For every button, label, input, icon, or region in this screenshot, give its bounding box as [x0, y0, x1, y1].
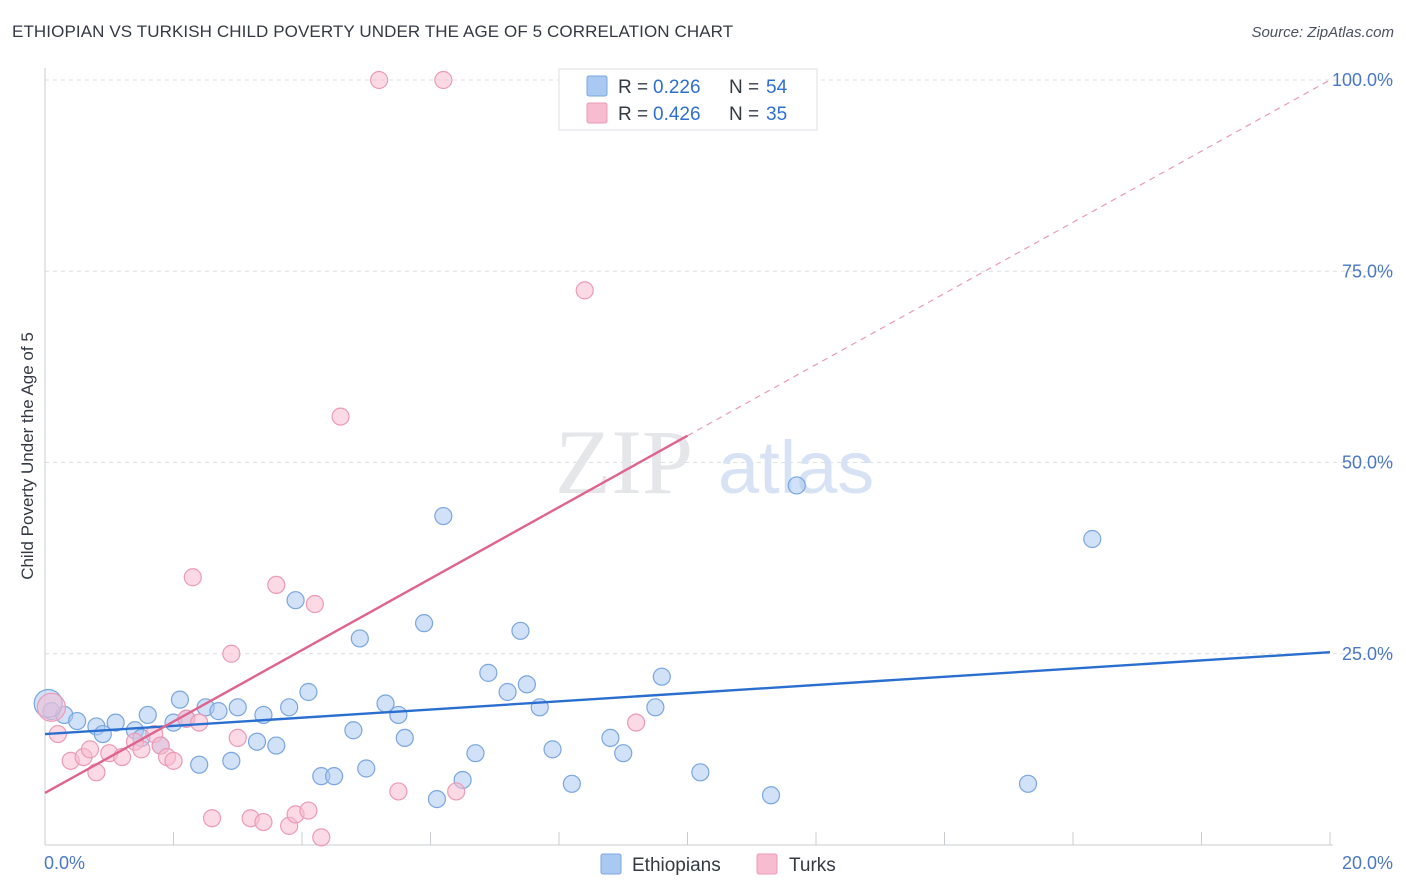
- ethiopian-point-39: [511, 621, 530, 640]
- ethiopian-point-40: [517, 675, 536, 694]
- turk-point-29: [370, 70, 389, 90]
- turk-point-15: [183, 568, 202, 587]
- ethiopian-point-47: [652, 667, 671, 686]
- ethiopian-point-30: [389, 705, 408, 725]
- ethiopian-point-32: [414, 614, 434, 633]
- stats-legend-n-value-ethiopians: 54: [766, 77, 788, 98]
- turk-point-27: [312, 828, 331, 847]
- x-tick-label-max: 20.0%: [1342, 853, 1393, 873]
- stats-legend-swatch-ethiopians: [586, 75, 608, 97]
- ethiopian-point-43: [562, 774, 581, 793]
- turk-point-4: [80, 740, 100, 759]
- ethiopian-point-16: [222, 751, 241, 770]
- y-tick-label-2: 75.0%: [1342, 261, 1393, 281]
- chart-source: Source: ZipAtlas.com: [1251, 24, 1394, 41]
- bottom-legend-swatch-turks: [756, 853, 778, 875]
- y-tick-labels: 25.0% 50.0% 75.0% 100.0%: [1332, 70, 1393, 664]
- ethiopian-point-42: [543, 740, 562, 759]
- turk-point-22: [267, 575, 286, 595]
- turk-point-28: [331, 407, 350, 426]
- turk-point-31: [434, 70, 453, 90]
- trend-lines: [44, 79, 1331, 795]
- bottom-legend-swatch-ethiopians: [600, 853, 622, 875]
- turk-point-21: [254, 812, 273, 832]
- turk-trend-line: [44, 434, 689, 795]
- turk-point-32: [447, 782, 466, 801]
- ethiopian-point-8: [138, 705, 157, 725]
- ethiopian-point-31: [395, 728, 414, 748]
- stats-legend-r-value-turks: 0.426: [653, 104, 701, 125]
- bottom-legend-label-ethiopians: Ethiopians: [632, 855, 721, 876]
- ethiopian-point-20: [267, 736, 286, 755]
- stats-legend-n-label-ethiopians: N =: [729, 77, 759, 98]
- ethiopian-point-48: [691, 763, 710, 782]
- ethiopian-point-44: [601, 728, 620, 748]
- ethiopian-point-33: [427, 789, 447, 809]
- ethiopian-point-11: [170, 690, 190, 709]
- stats-legend-swatch-turks: [586, 102, 608, 124]
- series-turks: [36, 70, 646, 847]
- turk-point-18: [222, 644, 241, 663]
- stats-legend-n-label-turks: N =: [729, 104, 759, 125]
- ethiopian-point-34: [434, 506, 453, 526]
- turk-point-13: [164, 751, 183, 770]
- ethiopian-point-51: [1018, 774, 1038, 793]
- stats-legend-r-label-turks: R =: [618, 104, 648, 125]
- ethiopian-point-45: [614, 744, 633, 763]
- stats-legend-n-value-turks: 35: [766, 104, 787, 125]
- ethiopian-point-26: [344, 721, 363, 740]
- chart-title: ETHIOPIAN VS TURKISH CHILD POVERTY UNDER…: [12, 22, 734, 41]
- turk-point-26: [305, 594, 324, 614]
- ethiopian-point-46: [646, 698, 665, 717]
- turk-trend-extension: [687, 79, 1331, 437]
- turk-point-16: [190, 713, 209, 732]
- ethiopian-point-36: [466, 744, 485, 763]
- ethiopian-point-49: [761, 786, 781, 805]
- y-axis-label: Child Poverty Under the Age of 5: [18, 332, 37, 580]
- ethiopian-point-21: [280, 698, 299, 717]
- turk-point-33: [575, 281, 594, 300]
- watermark: ZIP atlas: [555, 411, 874, 513]
- ethiopian-point-38: [498, 682, 517, 702]
- turk-point-30: [389, 782, 408, 801]
- ethiopian-point-52: [1083, 529, 1102, 549]
- ethiopian-point-37: [479, 663, 498, 682]
- ethiopian-point-13: [190, 755, 209, 774]
- turk-point-19: [228, 728, 247, 748]
- ethiopian-point-50: [787, 476, 806, 495]
- x-tick-marks: [173, 832, 1331, 845]
- ethiopian-point-18: [247, 732, 267, 751]
- ethiopian-point-22: [286, 591, 305, 610]
- turk-point-34: [626, 713, 646, 732]
- turk-point-17: [202, 809, 222, 828]
- ethiopian-point-2: [68, 711, 87, 731]
- bottom-legend: Ethiopians Turks: [600, 853, 836, 876]
- ethiopian-point-5: [106, 713, 125, 732]
- ethiopian-point-25: [325, 767, 344, 786]
- ethiopian-point-15: [209, 702, 228, 721]
- ethiopian-point-27: [350, 629, 369, 648]
- turk-point-0: [36, 692, 67, 722]
- y-tick-label-3: 100.0%: [1332, 70, 1393, 90]
- y-tick-label-1: 50.0%: [1342, 453, 1393, 473]
- stats-legend: R = 0.226 N = 54 R = 0.426 N = 35: [558, 68, 818, 131]
- grid-lines: [45, 79, 1393, 655]
- turk-point-25: [299, 801, 318, 820]
- turk-point-9: [132, 740, 151, 759]
- series-ethiopians: [33, 476, 1102, 809]
- stats-legend-r-value-ethiopians: 0.226: [653, 77, 701, 98]
- stats-legend-r-label-ethiopians: R =: [618, 77, 648, 98]
- ethiopian-point-17: [228, 698, 247, 717]
- ethiopian-point-23: [299, 682, 318, 702]
- ethiopian-trend-line: [44, 651, 1331, 736]
- bottom-legend-label-turks: Turks: [789, 855, 836, 876]
- watermark-atlas: atlas: [718, 426, 874, 509]
- y-tick-label-0: 25.0%: [1342, 644, 1393, 664]
- x-tick-label-min: 0.0%: [44, 853, 85, 873]
- ethiopian-point-28: [357, 759, 376, 778]
